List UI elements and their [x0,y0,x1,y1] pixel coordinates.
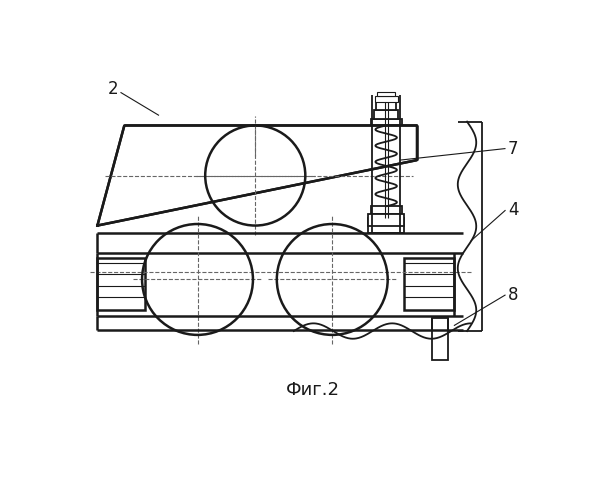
Bar [371,120,402,126]
Bar [377,92,395,96]
Bar [375,96,398,102]
Bar [374,110,398,120]
Bar [368,214,404,226]
Polygon shape [97,126,417,226]
Text: Фиг.2: Фиг.2 [286,380,340,398]
Bar [371,206,402,214]
Text: 4: 4 [508,201,519,219]
Text: 7: 7 [508,140,519,158]
Text: 2: 2 [107,80,118,98]
Bar [404,258,454,310]
Bar [97,258,145,310]
Bar [432,318,447,360]
Text: 8: 8 [508,286,519,304]
Bar [376,102,396,110]
Bar [368,218,404,233]
